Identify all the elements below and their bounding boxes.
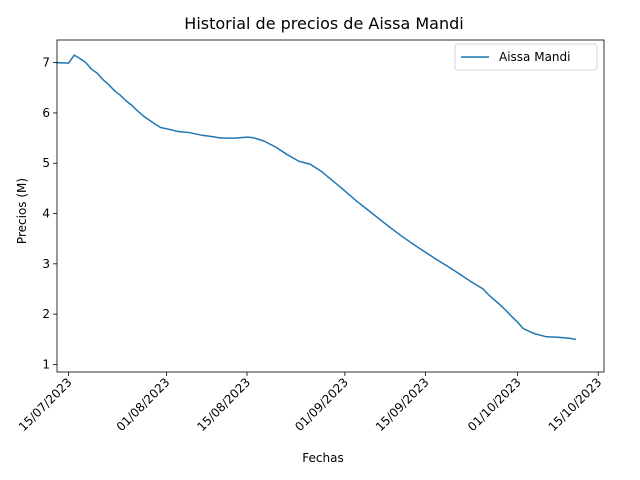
y-tick-label: 5 xyxy=(42,156,50,170)
x-tick-label: 15/07/2023 xyxy=(16,375,75,434)
plot-frame xyxy=(56,39,605,373)
x-axis: 15/07/2023 01/08/2023 15/08/2023 01/09/2023… xyxy=(16,372,605,434)
legend-box xyxy=(454,43,598,71)
x-tick-label: 15/10/2023 xyxy=(546,375,605,434)
x-tick-label: 01/10/2023 xyxy=(465,375,524,434)
y-tick-label: 7 xyxy=(42,56,50,70)
legend: Aissa Mandi xyxy=(454,43,598,71)
x-tick-label: 15/08/2023 xyxy=(194,375,253,434)
y-tick-label: 2 xyxy=(42,307,50,321)
y-axis: 1 2 3 4 5 6 7 xyxy=(42,56,57,371)
y-axis-label: Precios (M) xyxy=(15,178,29,244)
y-tick-label: 4 xyxy=(42,207,50,221)
plot-area xyxy=(56,39,605,373)
chart-title: Historial de precios de Aissa Mandi xyxy=(184,14,463,33)
y-tick-label: 1 xyxy=(42,357,50,371)
series-line-0 xyxy=(56,54,577,341)
x-tick-label: 15/09/2023 xyxy=(373,375,432,434)
x-axis-label: Fechas xyxy=(302,451,343,465)
x-tick-label: 01/09/2023 xyxy=(292,375,351,434)
x-tick-label: 01/08/2023 xyxy=(114,375,173,434)
y-tick-label: 6 xyxy=(42,106,50,120)
legend-label: Aissa Mandi xyxy=(499,50,570,64)
y-tick-label: 3 xyxy=(42,257,50,271)
